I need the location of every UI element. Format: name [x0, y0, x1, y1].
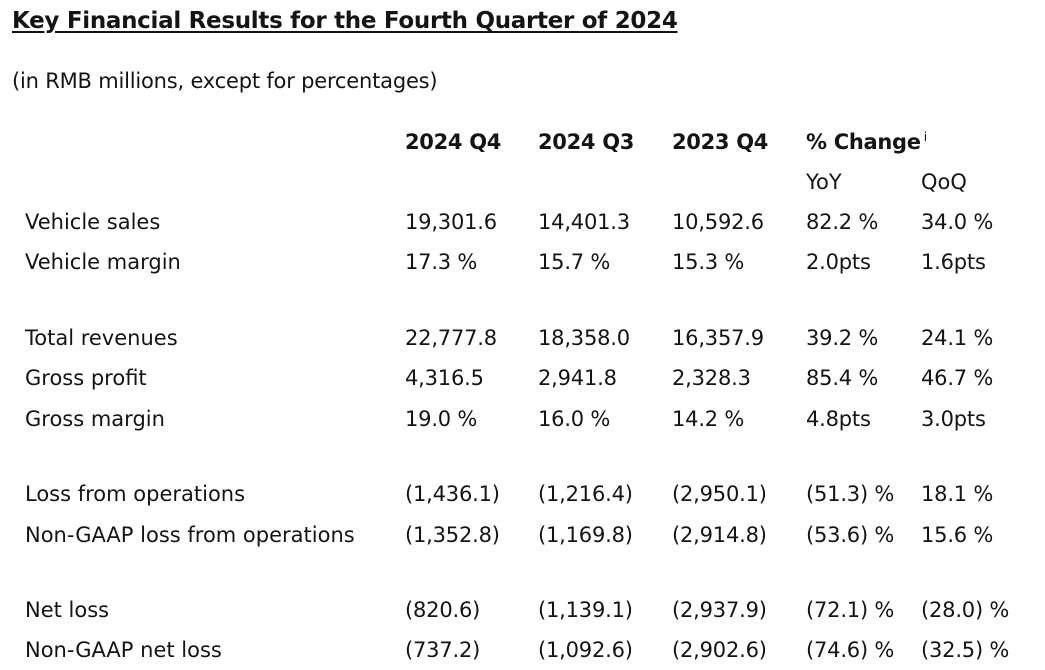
column-header-2024-q3: 2024 Q3	[538, 130, 635, 154]
value-2023-q4: (2,902.6)	[672, 638, 767, 662]
value-2023-q4: 2,328.3	[672, 366, 751, 390]
value-qoq: 46.7 %	[921, 366, 994, 390]
footnote-marker: i	[923, 130, 927, 144]
value-2024-q3: (1,216.4)	[538, 482, 633, 506]
value-qoq: 18.1 %	[921, 482, 994, 506]
row-label: Loss from operations	[25, 482, 246, 506]
value-yoy: 82.2 %	[806, 210, 879, 234]
value-qoq: (32.5) %	[921, 638, 1010, 662]
value-yoy: 4.8pts	[806, 407, 871, 431]
column-header-change: % Change i	[806, 130, 927, 154]
page-title: Key Financial Results for the Fourth Qua…	[12, 8, 678, 34]
value-2024-q3: 18,358.0	[538, 326, 630, 350]
row-label: Vehicle margin	[25, 250, 181, 274]
value-2024-q3: 2,941.8	[538, 366, 617, 390]
column-header-2023-q4: 2023 Q4	[672, 130, 769, 154]
subheader-qoq: QoQ	[921, 170, 967, 194]
value-2023-q4: (2,914.8)	[672, 523, 767, 547]
subheader-yoy: YoY	[806, 170, 842, 194]
value-yoy: 85.4 %	[806, 366, 879, 390]
table-row: Vehicle sales 19,301.6 14,401.3 10,592.6…	[0, 210, 1045, 240]
value-2024-q4: (1,352.8)	[405, 523, 500, 547]
value-2023-q4: (2,937.9)	[672, 598, 767, 622]
table-row: Total revenues 22,777.8 18,358.0 16,357.…	[0, 326, 1045, 356]
value-2024-q4: (1,436.1)	[405, 482, 500, 506]
value-qoq: 24.1 %	[921, 326, 994, 350]
value-2023-q4: 15.3 %	[672, 250, 745, 274]
row-label: Total revenues	[25, 326, 178, 350]
value-2024-q3: 14,401.3	[538, 210, 630, 234]
row-label: Vehicle sales	[25, 210, 161, 234]
value-2024-q3: (1,169.8)	[538, 523, 633, 547]
value-yoy: (72.1) %	[806, 598, 895, 622]
value-2024-q4: 17.3 %	[405, 250, 478, 274]
row-label: Net loss	[25, 598, 110, 622]
value-2024-q4: 19,301.6	[405, 210, 497, 234]
table-row: Non-GAAP net loss (737.2) (1,092.6) (2,9…	[0, 638, 1045, 668]
value-yoy: (51.3) %	[806, 482, 895, 506]
value-2024-q4: (737.2)	[405, 638, 481, 662]
value-2023-q4: 16,357.9	[672, 326, 764, 350]
row-label: Non-GAAP net loss	[25, 638, 222, 662]
table-row: Loss from operations (1,436.1) (1,216.4)…	[0, 482, 1045, 512]
value-qoq: 15.6 %	[921, 523, 994, 547]
table-row: Gross profit 4,316.5 2,941.8 2,328.3 85.…	[0, 366, 1045, 396]
table-row: Gross margin 19.0 % 16.0 % 14.2 % 4.8pts…	[0, 407, 1045, 437]
units-note: (in RMB millions, except for percentages…	[12, 69, 438, 93]
table-row: Vehicle margin 17.3 % 15.7 % 15.3 % 2.0p…	[0, 250, 1045, 280]
value-2024-q3: (1,139.1)	[538, 598, 633, 622]
value-qoq: (28.0) %	[921, 598, 1010, 622]
value-yoy: (74.6) %	[806, 638, 895, 662]
value-2023-q4: (2,950.1)	[672, 482, 767, 506]
table-row: Net loss (820.6) (1,139.1) (2,937.9) (72…	[0, 598, 1045, 628]
value-qoq: 3.0pts	[921, 407, 986, 431]
change-header-label: % Change	[806, 130, 921, 154]
value-yoy: (53.6) %	[806, 523, 895, 547]
value-2024-q4: 4,316.5	[405, 366, 484, 390]
row-label: Gross profit	[25, 366, 147, 390]
row-label: Gross margin	[25, 407, 165, 431]
value-qoq: 34.0 %	[921, 210, 994, 234]
value-yoy: 2.0pts	[806, 250, 871, 274]
value-2023-q4: 10,592.6	[672, 210, 764, 234]
value-2024-q3: 15.7 %	[538, 250, 611, 274]
value-2023-q4: 14.2 %	[672, 407, 745, 431]
value-qoq: 1.6pts	[921, 250, 986, 274]
value-2024-q4: (820.6)	[405, 598, 481, 622]
value-2024-q4: 19.0 %	[405, 407, 478, 431]
row-label: Non-GAAP loss from operations	[25, 523, 355, 547]
value-yoy: 39.2 %	[806, 326, 879, 350]
table-row: Non-GAAP loss from operations (1,352.8) …	[0, 523, 1045, 553]
column-header-2024-q4: 2024 Q4	[405, 130, 502, 154]
value-2024-q3: 16.0 %	[538, 407, 611, 431]
value-2024-q3: (1,092.6)	[538, 638, 633, 662]
value-2024-q4: 22,777.8	[405, 326, 497, 350]
